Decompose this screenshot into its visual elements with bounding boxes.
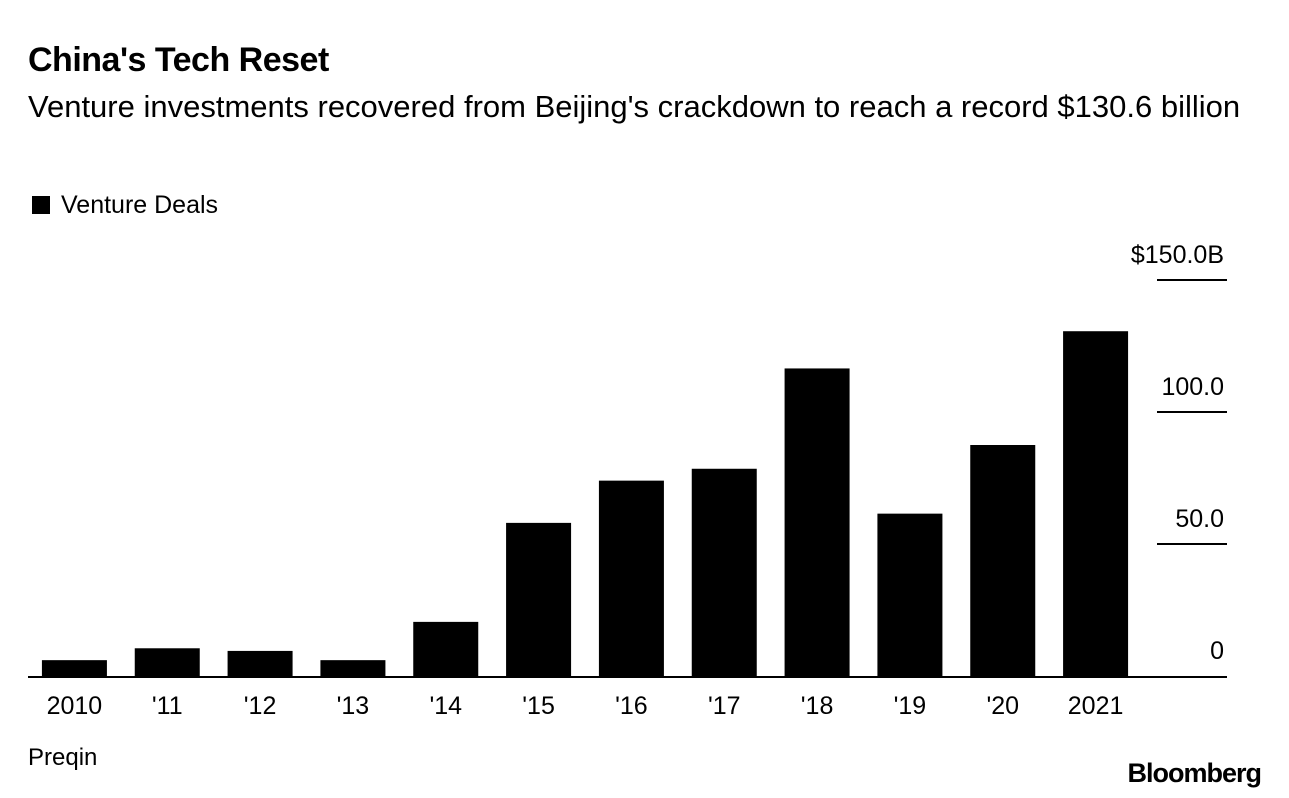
x-tick-label: '11 — [152, 692, 183, 720]
x-tick-label: '15 — [522, 692, 555, 720]
bar — [784, 368, 850, 676]
legend: Venture Deals — [32, 190, 218, 220]
legend-label: Venture Deals — [61, 190, 219, 219]
x-tick-label: '16 — [615, 692, 648, 720]
x-tick-label: '17 — [708, 692, 741, 720]
y-tick-label: $150.0B — [1131, 241, 1224, 269]
x-tick-label: '12 — [244, 692, 277, 720]
bar — [320, 660, 386, 676]
x-tick-label: '13 — [337, 692, 370, 720]
bar — [413, 621, 479, 676]
x-tick-label: 2021 — [1068, 692, 1124, 720]
bar — [1063, 331, 1129, 676]
bar — [877, 513, 943, 676]
bar — [134, 648, 200, 676]
bar — [691, 468, 757, 676]
y-tick-label: 100.0 — [1161, 373, 1224, 401]
bar — [506, 522, 572, 676]
source-note: Preqin — [28, 744, 98, 771]
bar — [41, 660, 107, 676]
x-tick-label: '14 — [429, 692, 462, 720]
x-tick-label: '20 — [986, 692, 1019, 720]
y-tick-label: 50.0 — [1175, 505, 1224, 533]
x-tick-label: '19 — [894, 692, 927, 720]
chart-subtitle: Venture investments recovered from Beiji… — [28, 89, 1241, 124]
bar — [598, 480, 664, 676]
chart-title: China's Tech Reset — [28, 41, 329, 79]
legend-swatch — [32, 196, 50, 214]
x-tick-label: 2010 — [47, 692, 103, 720]
y-tick-label: 0 — [1210, 637, 1224, 665]
bar — [227, 650, 293, 676]
x-tick-label: '18 — [801, 692, 834, 720]
bloomberg-logo: Bloomberg — [1127, 758, 1262, 788]
bar — [970, 445, 1036, 676]
